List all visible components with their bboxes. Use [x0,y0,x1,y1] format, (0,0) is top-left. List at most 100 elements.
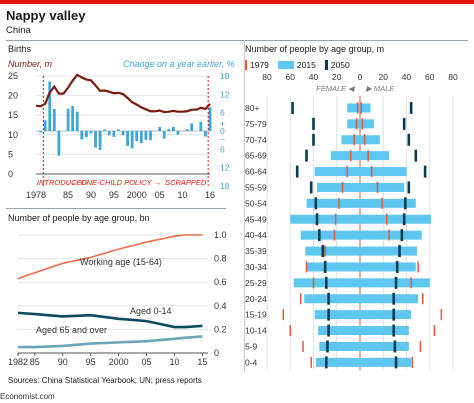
pyramid-2015-male-bar [360,310,412,320]
births-change-bar [149,131,152,141]
pyramid-age-label: 10-14 [245,326,267,336]
male-label: ▶ MALE [365,84,395,93]
pyramid-2015-female-bar [330,151,360,161]
pyramid-x-tick-label: 0 [358,72,363,82]
births-right-tick-label: 12 [220,89,230,99]
age-group-chart: 1.0 0.8 0.6 0.4 0.2 0 Working age (15-64) Aged … [8,230,227,367]
pyramid-age-label: 55-59 [245,182,267,192]
pyramid-2015-female-bar [305,246,360,256]
age-x-tick-label: 85 [30,357,40,367]
pyramid-2015-male-bar [360,135,380,145]
brand-label: Economist.com [0,392,55,401]
age-x-tick-label: 95 [86,357,96,367]
births-right-tick-label: 18 [220,71,230,81]
pyramid-2015-male-bar [360,167,407,177]
pyramid-age-label: 20-24 [245,294,267,304]
births-change-bar [66,108,70,131]
legend-2015-label: 2015 [296,60,316,70]
pyramid-2015-female-bar [314,167,360,177]
pyramid-2015-female-bar [341,135,360,145]
chart-title: Nappy valley [6,8,86,23]
pyramid-age-label: 0-4 [245,357,258,367]
age-y-tick-label: 0.2 [214,324,227,334]
births-change-bar [190,123,194,131]
births-change-bar [158,127,162,131]
births-right-tick-label: 6 [220,144,225,154]
births-change-bar [199,121,203,131]
aged-0-14-label: Aged 0-14 [130,306,172,316]
aged-65-label: Aged 65 and over [36,325,107,335]
pyramid-2015-female-bar [314,310,360,320]
legend-1979-label: 1979 [250,60,269,70]
legend-2050-label: 2050 [330,60,350,70]
births-change-bar [135,131,139,142]
pyramid-x-tick-label: 80 [262,72,272,82]
pyramid-x-tick-label: 20 [379,72,389,82]
births-right-axis-label: Change on a year earlier, % [123,59,235,69]
births-change-bar [94,131,97,148]
age-series-line [17,234,203,280]
age-y-tick-label: 0.6 [214,277,227,287]
births-change-bar [89,131,93,134]
pyramid-x-tick-label: 40 [402,72,412,82]
births-change-bar [48,81,52,131]
legend-2050-swatch [324,60,328,70]
pyramid-age-label: 40-44 [245,230,267,240]
births-change-bar [130,131,134,149]
births-right-tick-label: + [220,118,225,128]
panel-vertical-divider [244,40,245,372]
pyramid-2015-male-bar [360,326,409,336]
births-panel-title: Births [8,44,32,54]
births-left-tick-label: 10 [8,130,18,140]
working-age-label: Working age (15-64) [80,257,162,267]
births-change-bar [176,131,180,135]
pyramid-age-label: 75-79 [245,119,267,129]
births-change-bar [75,111,79,131]
births-change-bar [52,109,56,131]
pyramid-2015-male-bar [360,246,417,256]
pyramid-age-label: 35-39 [245,246,267,256]
age-panel-title: Number of people by age group, bn [8,213,150,223]
births-change-bar [39,131,42,133]
age-x-tick-label: 1982 [8,357,28,367]
annotation-introduced: INTRODUCED [37,178,88,187]
pyramid-2015-male-bar [360,119,374,129]
pyramid-2015-female-bar [347,103,360,113]
header-divider [6,40,468,41]
births-change-bar [204,131,207,137]
pyramid-2015-male-bar [360,341,409,351]
pyramid-2015-female-bar [318,326,360,336]
chart-subtitle: China [6,25,31,36]
pyramid-age-label: 5-9 [245,341,258,351]
births-left-tick-label: 25 [8,71,18,81]
births-change-bar [103,129,107,131]
pyramid-2015-male-bar [360,357,412,367]
births-right-tick-label: 0 [220,126,225,136]
pyramid-panel-title: Number of people by age group, m [245,44,385,54]
pyramid-x-tick-label: 20 [332,72,342,82]
pyramid-2015-female-bar [300,230,360,240]
births-x-tick-label: 10 [178,190,188,200]
births-change-bar [121,131,125,136]
births-number-line [35,73,211,114]
legend-2015-swatch [277,61,294,69]
pyramid-2015-female-bar [315,357,360,367]
pyramid-x-tick-label: 80 [448,72,458,82]
age-x-tick-label: 90 [58,357,68,367]
births-left-axis-label: Number, m [8,59,53,69]
pyramid-2015-female-bar [319,341,360,351]
pyramid-x-tick-label: 60 [286,72,296,82]
age-x-tick-label: 10 [169,357,179,367]
births-x-tick-label: 16 [205,190,215,200]
legend-1979-swatch [245,60,247,70]
pyramid-2015-male-bar [360,151,390,161]
births-x-tick-label: 90 [86,190,96,200]
births-x-tick-label: 95 [109,190,119,200]
age-y-tick-label: 0.4 [214,301,227,311]
births-right-tick-label: – [220,134,225,144]
age-y-tick-label: 0 [214,348,219,358]
pyramid-age-label: 30-34 [245,262,267,272]
births-change-bar [80,131,84,140]
pyramid-age-label: 45-49 [245,214,267,224]
